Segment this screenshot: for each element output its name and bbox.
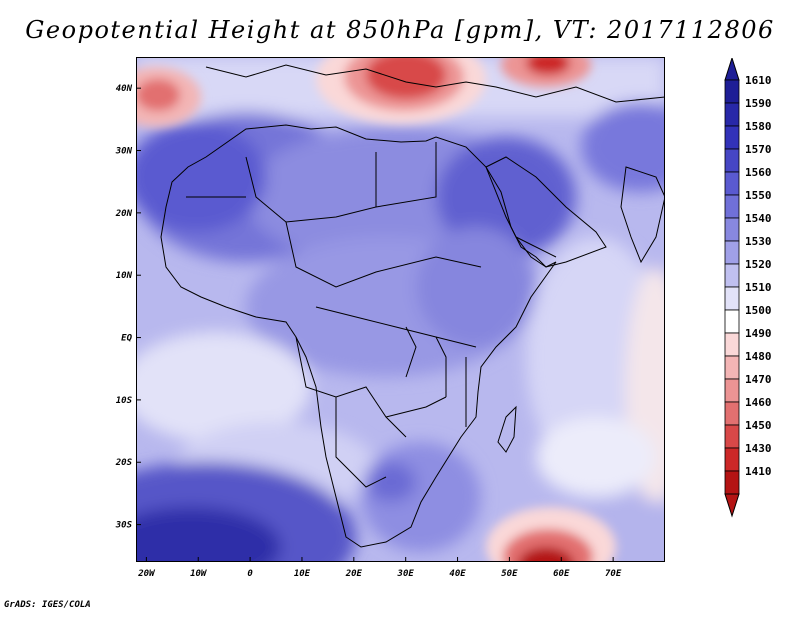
colorbar-level-label: 1530 — [745, 235, 772, 248]
lon-label: 30E — [397, 569, 415, 579]
colorbar-level-label: 1450 — [745, 419, 772, 432]
lon-axis-labels: 20W 10W 0 10E 20E 30E 40E 50E 60E 70E — [137, 569, 622, 579]
colorbar-level-label: 1480 — [745, 350, 772, 363]
colorbar-level-label: 1560 — [745, 166, 772, 179]
chart-title: Geopotential Height at 850hPa [gpm], VT:… — [25, 16, 775, 44]
coastlines — [160, 64, 665, 548]
colorbar-swatch — [724, 401, 740, 426]
colorbar-swatch — [724, 470, 740, 495]
colorbar-level-label: 1500 — [745, 304, 772, 317]
lon-label: 50E — [501, 569, 518, 579]
red-anomalies — [136, 57, 616, 562]
lon-label: 60E — [553, 569, 570, 579]
colorbar-swatch — [724, 217, 740, 242]
lat-label: EQ — [121, 334, 132, 344]
lon-label: 10W — [190, 569, 208, 579]
colorbar-swatch — [724, 309, 740, 334]
colorbar-swatch — [724, 79, 740, 104]
colorbar-swatch — [724, 424, 740, 449]
lat-label: 20N — [115, 209, 133, 219]
colorbar-top-arrow — [724, 58, 740, 81]
colorbar-level-label: 1580 — [745, 120, 772, 133]
colorbar-swatch — [724, 286, 740, 311]
lon-label: 20E — [345, 569, 363, 579]
lon-ticks — [145, 557, 614, 562]
colorbar-swatch — [724, 102, 740, 127]
lat-label: 20S — [115, 458, 133, 468]
colorbar-level-label: 1410 — [745, 465, 772, 478]
lon-label: 20W — [137, 569, 156, 579]
colorbar-swatch — [724, 240, 740, 265]
colorbar: 1610 1590 1580 1570 1560 1550 1540 1530 1520 1510… — [724, 58, 772, 518]
colorbar-swatch — [724, 447, 740, 472]
lat-ticks — [136, 87, 141, 526]
lat-label: 10S — [116, 396, 133, 406]
colorbar-swatch — [724, 378, 740, 403]
colorbar-swatch — [724, 263, 740, 288]
colorbar-level-label: 1520 — [745, 258, 772, 271]
colorbar-level-label: 1460 — [745, 396, 772, 409]
colorbar-level-label: 1610 — [745, 74, 772, 87]
map-frame — [136, 57, 665, 562]
colorbar-swatch — [724, 194, 740, 219]
colorbar-swatch — [724, 125, 740, 150]
colorbar-level-label: 1430 — [745, 442, 772, 455]
colorbar-level-label: 1470 — [745, 373, 772, 386]
colorbar-bottom-arrow — [724, 493, 740, 518]
lat-axis-labels: 40N 30N 20N 10N EQ 10S 20S 30S — [115, 84, 133, 531]
geopotential-map — [136, 57, 665, 562]
lat-label: 30N — [115, 147, 133, 157]
colorbar-level-label: 1590 — [745, 97, 772, 110]
colorbar-swatch — [724, 332, 740, 357]
lat-label: 40N — [116, 84, 133, 94]
lon-label: 70E — [605, 569, 622, 579]
colorbar-level-label: 1490 — [745, 327, 772, 340]
colorbar-level-label: 1550 — [745, 189, 772, 202]
lat-label: 30S — [115, 521, 133, 531]
colorbar-level-label: 1510 — [745, 281, 772, 294]
lat-label: 10N — [116, 271, 133, 281]
colorbar-swatch — [724, 148, 740, 173]
lon-label: 40E — [449, 569, 466, 579]
lon-label: 10E — [294, 569, 311, 579]
colorbar-level-label: 1570 — [745, 143, 772, 156]
colorbar-swatch — [724, 355, 740, 380]
colorbar-level-label: 1540 — [745, 212, 772, 225]
lon-label: 0 — [247, 569, 253, 579]
colorbar-swatch — [724, 171, 740, 196]
footer-credit: GrADS: IGES/COLA — [4, 600, 91, 610]
